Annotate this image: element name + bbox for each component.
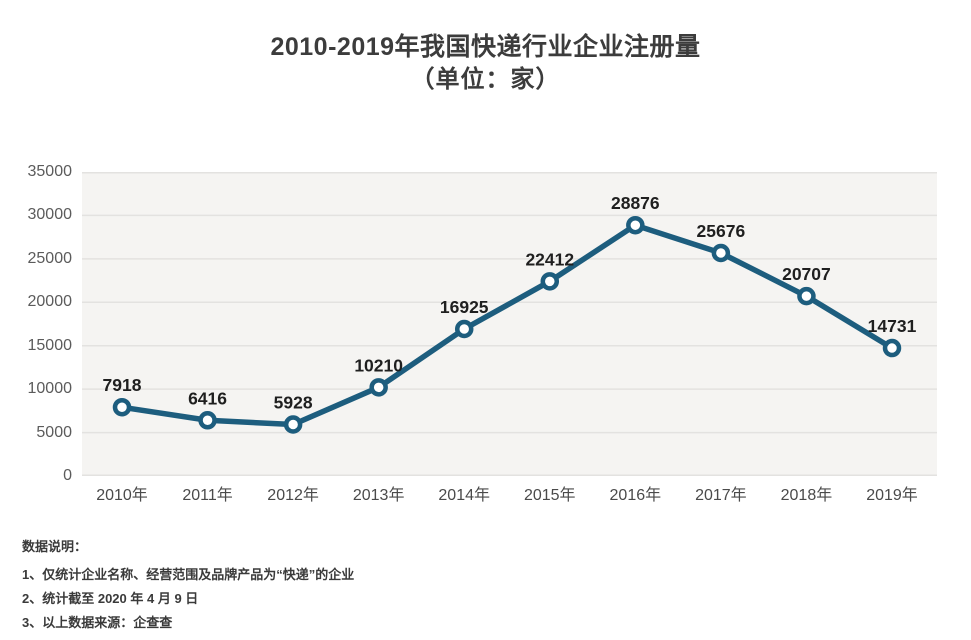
- data-point-marker: [626, 215, 645, 235]
- line-chart: 0 5000 10000 15000 20000 25000 30000 35000 7918…: [0, 163, 937, 510]
- data-point-marker: [882, 338, 902, 358]
- y-axis-tick-label: 35000: [27, 163, 73, 180]
- x-axis-tick-label: 2010年: [96, 487, 148, 504]
- data-point-label: 22412: [525, 249, 574, 269]
- x-axis-tick-label: 2018年: [780, 487, 833, 504]
- data-point-marker: [540, 272, 560, 291]
- notes-heading: 数据说明：: [22, 539, 88, 554]
- data-point-label: 28876: [611, 193, 660, 213]
- y-axis-tick-label: 25000: [27, 249, 73, 267]
- data-point-label: 20707: [782, 264, 831, 284]
- data-point-marker: [711, 243, 731, 263]
- data-point-label: 7918: [103, 375, 142, 395]
- notes-list: 1、仅统计企业名称、经营范围及品牌产品为“快递”的企业 2、统计截至 2020 年…: [22, 563, 942, 635]
- data-point-marker: [369, 378, 388, 397]
- x-axis-tick-label: 2014年: [438, 487, 491, 504]
- y-axis-tick-label: 0: [63, 467, 72, 484]
- y-axis-tick-label: 20000: [27, 293, 73, 311]
- x-axis-tick-label: 2015年: [523, 487, 576, 504]
- x-axis-tick-label: 2012年: [267, 487, 319, 504]
- data-point-label: 5928: [274, 393, 313, 413]
- note-item: 3、以上数据来源：企查查: [22, 615, 173, 630]
- x-axis-tick-label: 2019年: [866, 487, 918, 504]
- title-block: 2010-2019年我国快递行业企业注册量 （单位：家）: [0, 30, 971, 96]
- data-point-label: 10210: [354, 355, 403, 375]
- data-point-marker: [112, 397, 132, 417]
- y-axis-tick-label: 15000: [27, 336, 73, 354]
- x-axis-tick-label: 2013年: [352, 487, 405, 504]
- data-point-marker: [454, 319, 474, 339]
- data-point-marker: [283, 415, 303, 434]
- plot-area: 7918 6416 5928 10210 16925 22412 28876 25676 207…: [82, 172, 937, 476]
- x-axis-tick-label: 2017年: [695, 487, 747, 504]
- chart-title: 2010-2019年我国快递行业企业注册量: [270, 33, 701, 61]
- line-series: [119, 222, 895, 428]
- line-series-canvas: 7918 6416 5928 10210 16925 22412 28876 25676 207…: [82, 172, 937, 476]
- x-axis-tick-label: 2016年: [609, 487, 662, 504]
- x-axis-tick-label: 2011年: [182, 487, 233, 504]
- data-point-marker: [198, 411, 217, 430]
- y-axis-tick-label: 10000: [27, 380, 73, 398]
- data-notes: 数据说明： 1、仅统计企业名称、经营范围及品牌产品为“快递”的企业 2、统计截至 …: [22, 538, 942, 635]
- y-axis-tick-label: 30000: [27, 206, 73, 224]
- data-point-label: 14731: [868, 316, 917, 336]
- data-point-label: 6416: [188, 388, 227, 408]
- chart-subtitle: （单位：家）: [410, 66, 561, 93]
- note-item: 2、统计截至 2020 年 4 月 9 日: [22, 591, 199, 606]
- data-point-label: 25676: [697, 221, 746, 241]
- y-axis-tick-label: 5000: [36, 423, 72, 441]
- note-item: 1、仅统计企业名称、经营范围及品牌产品为“快递”的企业: [22, 567, 355, 582]
- y-axis: 0 5000 10000 15000 20000 25000 30000 35000: [0, 163, 73, 484]
- data-point-label: 16925: [440, 297, 489, 317]
- x-axis: 2010年 2011年 2012年 2013年 2014年 2015年 2016年 2017年…: [82, 486, 937, 510]
- data-point-marker: [797, 286, 816, 306]
